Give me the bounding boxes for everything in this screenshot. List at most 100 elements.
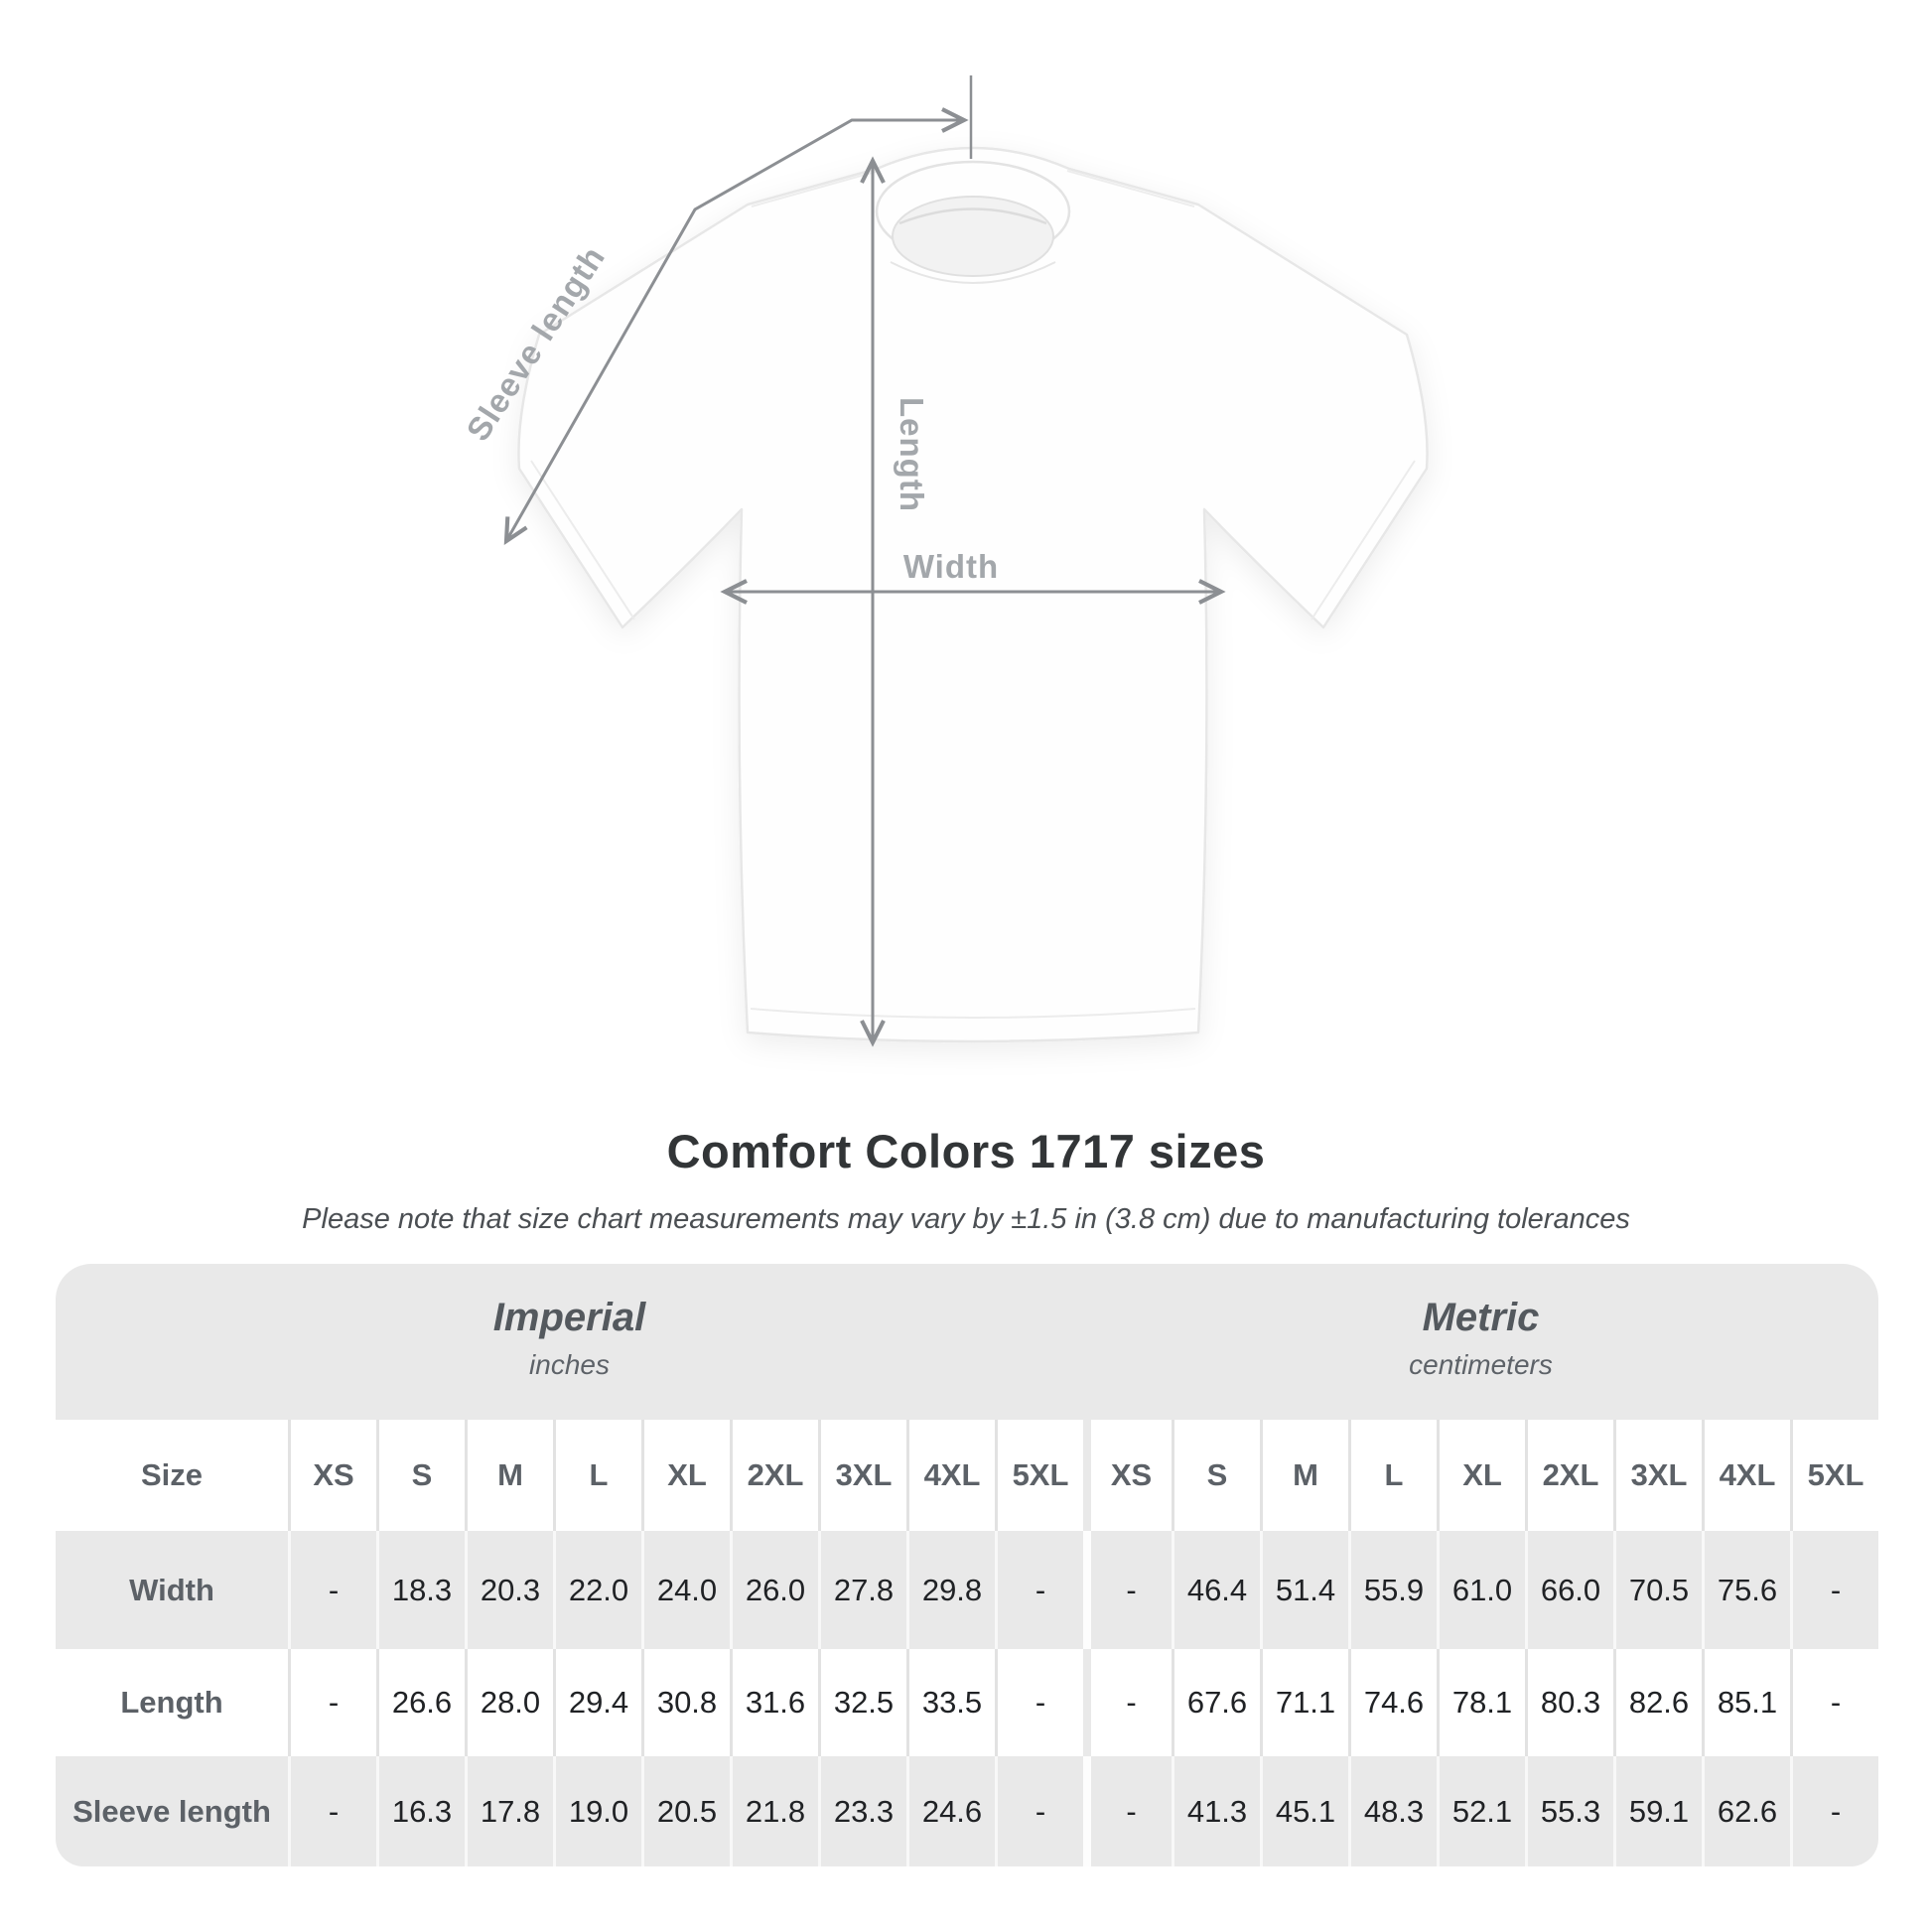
- value-cell: 78.1: [1437, 1649, 1525, 1756]
- size-col-header: XL: [641, 1420, 730, 1531]
- value-cell: 19.0: [553, 1756, 641, 1866]
- measurement-lines: [503, 75, 1226, 1047]
- size-col-header-text: XS: [313, 1457, 354, 1492]
- value-cell-text: 85.1: [1717, 1685, 1778, 1720]
- size-col-header-text: L: [1384, 1457, 1404, 1492]
- value-cell: -: [1790, 1756, 1878, 1866]
- value-cell-text: 24.6: [921, 1793, 983, 1829]
- value-cell: 21.8: [730, 1756, 818, 1866]
- value-cell-text: -: [328, 1793, 340, 1829]
- value-cell: 71.1: [1260, 1649, 1348, 1756]
- value-cell-text: -: [1126, 1572, 1137, 1607]
- page-title: Comfort Colors 1717 sizes: [666, 1125, 1266, 1177]
- value-cell-text: -: [1035, 1793, 1046, 1829]
- value-cell: 20.5: [641, 1756, 730, 1866]
- value-cell: -: [288, 1649, 376, 1756]
- value-cell-text: -: [1035, 1685, 1046, 1720]
- value-cell: 62.6: [1702, 1756, 1790, 1866]
- value-cell: 17.8: [465, 1756, 553, 1866]
- value-cell-text: 20.3: [480, 1572, 541, 1607]
- value-cell: 82.6: [1613, 1649, 1702, 1756]
- value-cell: -: [1083, 1649, 1172, 1756]
- size-header: Size: [56, 1420, 288, 1531]
- size-header-text: Size: [140, 1457, 204, 1492]
- unit-group-imperial: Imperial inches: [56, 1264, 1083, 1420]
- value-cell-text: 28.0: [480, 1685, 541, 1720]
- value-cell-text: -: [328, 1572, 340, 1607]
- value-cell-text: 51.4: [1275, 1572, 1336, 1607]
- value-cell: 30.8: [641, 1649, 730, 1756]
- value-cell-text: 20.5: [656, 1793, 718, 1829]
- value-cell: 55.3: [1525, 1756, 1613, 1866]
- value-cell-text: 31.6: [745, 1685, 806, 1720]
- value-cell-text: 66.0: [1540, 1572, 1601, 1607]
- value-cell: 29.8: [906, 1531, 995, 1649]
- value-cell: -: [995, 1756, 1083, 1866]
- value-cell: 16.3: [376, 1756, 465, 1866]
- size-col-header-text: S: [411, 1457, 433, 1492]
- value-cell: 80.3: [1525, 1649, 1613, 1756]
- value-cell-text: 55.3: [1540, 1793, 1601, 1829]
- size-col-header: 5XL: [995, 1420, 1083, 1531]
- size-col-header-text: M: [497, 1457, 523, 1492]
- value-cell: 85.1: [1702, 1649, 1790, 1756]
- value-cell-text: -: [1830, 1572, 1842, 1607]
- size-col-header-text: S: [1206, 1457, 1228, 1492]
- value-cell-text: 41.3: [1186, 1793, 1248, 1829]
- value-cell-text: 70.5: [1628, 1572, 1690, 1607]
- value-cell: 26.0: [730, 1531, 818, 1649]
- value-cell: 61.0: [1437, 1531, 1525, 1649]
- size-col-header: XS: [1083, 1420, 1172, 1531]
- value-cell-text: 46.4: [1186, 1572, 1248, 1607]
- size-col-header-text: L: [589, 1457, 609, 1492]
- value-cell: 52.1: [1437, 1756, 1525, 1866]
- value-cell-text: 82.6: [1628, 1685, 1690, 1720]
- row-label-text: Length: [120, 1685, 223, 1720]
- value-cell-text: 26.0: [745, 1572, 806, 1607]
- imperial-unit: inches: [529, 1349, 610, 1380]
- value-cell: 59.1: [1613, 1756, 1702, 1866]
- value-cell: 22.0: [553, 1531, 641, 1649]
- size-col-header-text: M: [1293, 1457, 1318, 1492]
- size-table: Imperial inches Metric centimeters Size X…: [56, 1264, 1878, 1866]
- size-col-header: L: [553, 1420, 641, 1531]
- value-cell: 28.0: [465, 1649, 553, 1756]
- value-cell-text: 55.9: [1363, 1572, 1425, 1607]
- value-cell: 66.0: [1525, 1531, 1613, 1649]
- value-cell: 18.3: [376, 1531, 465, 1649]
- value-cell: 26.6: [376, 1649, 465, 1756]
- value-cell-text: 59.1: [1628, 1793, 1690, 1829]
- size-col-header-text: 4XL: [923, 1457, 981, 1492]
- size-col-header-text: XS: [1110, 1457, 1153, 1492]
- right-shoulder-seam: [1066, 170, 1195, 207]
- value-cell: 24.6: [906, 1756, 995, 1866]
- unit-group-metric: Metric centimeters: [1083, 1264, 1878, 1420]
- right-cuff-stitch: [1311, 460, 1416, 621]
- value-cell-text: -: [328, 1685, 340, 1720]
- value-cell-text: 30.8: [656, 1685, 718, 1720]
- metric-unit: centimeters: [1409, 1349, 1553, 1380]
- size-col-header: 3XL: [818, 1420, 906, 1531]
- row-label-text: Sleeve length: [72, 1793, 271, 1829]
- value-cell-text: 80.3: [1540, 1685, 1601, 1720]
- value-cell: 45.1: [1260, 1756, 1348, 1866]
- value-cell-text: 78.1: [1451, 1685, 1513, 1720]
- value-cell-text: 18.3: [391, 1572, 453, 1607]
- size-col-header: M: [1260, 1420, 1348, 1531]
- value-cell-text: 23.3: [833, 1793, 895, 1829]
- value-cell-text: -: [1126, 1793, 1137, 1829]
- value-cell: -: [1083, 1531, 1172, 1649]
- value-cell-text: 17.8: [480, 1793, 541, 1829]
- value-cell-text: 75.6: [1717, 1572, 1778, 1607]
- value-cell: 67.6: [1172, 1649, 1260, 1756]
- value-cell-text: 16.3: [391, 1793, 453, 1829]
- value-cell-text: 32.5: [833, 1685, 895, 1720]
- value-cell-text: 19.0: [568, 1793, 629, 1829]
- size-col-header-text: 5XL: [1012, 1457, 1069, 1492]
- metric-title: Metric: [1422, 1296, 1540, 1339]
- value-cell: -: [995, 1531, 1083, 1649]
- size-col-header: 4XL: [1702, 1420, 1790, 1531]
- tshirt-measurement-diagram: Sleeve length Length Width: [459, 75, 1429, 1047]
- value-cell-text: -: [1126, 1685, 1137, 1720]
